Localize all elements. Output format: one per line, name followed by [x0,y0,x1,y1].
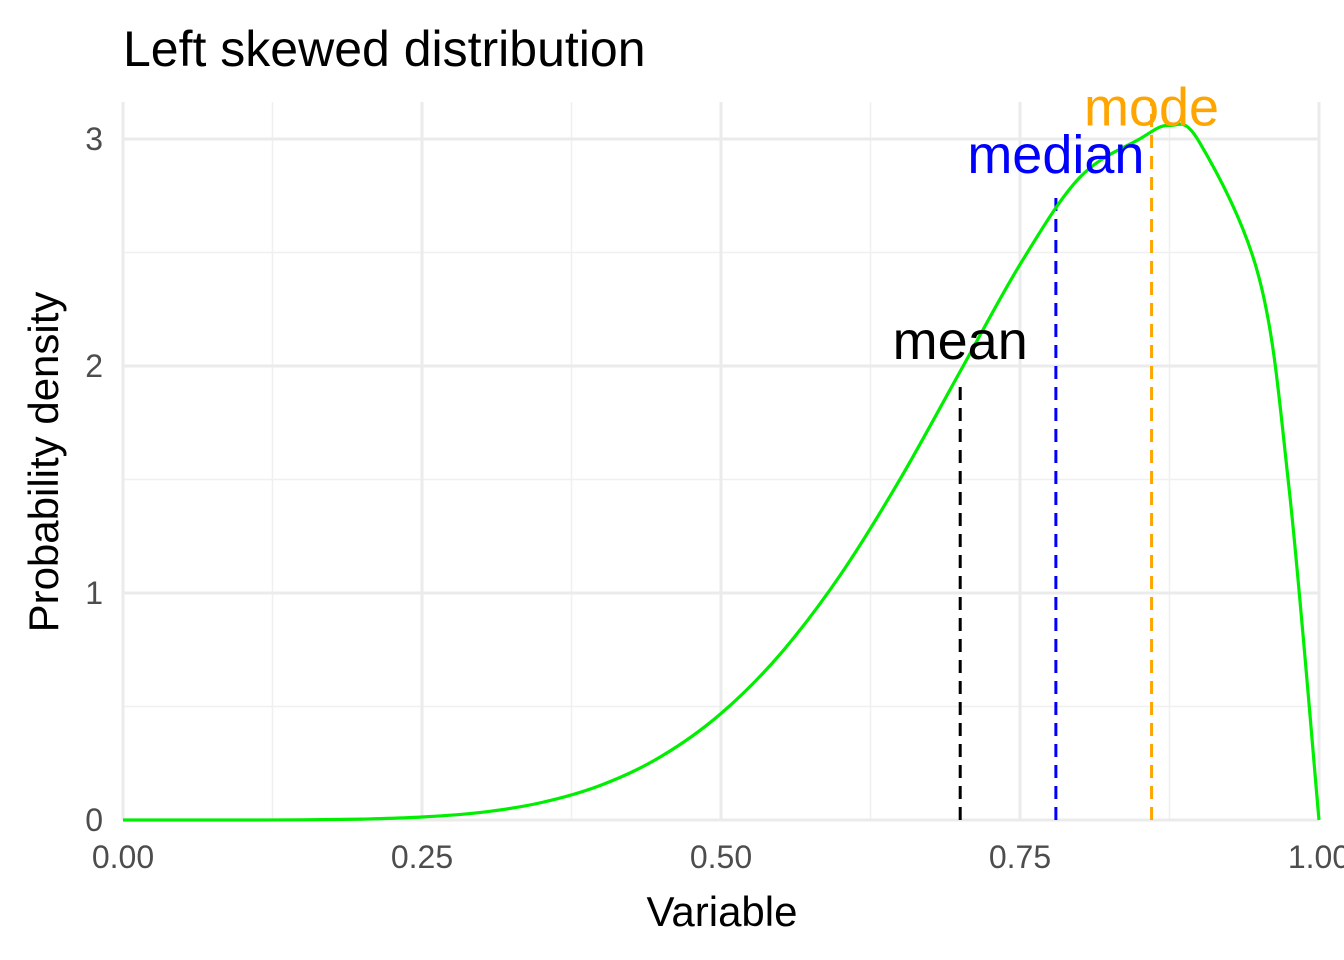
x-tick-label: 1.00 [1288,839,1344,875]
y-tick-label: 3 [85,121,103,157]
x-tick-label: 0.50 [690,839,752,875]
density-curve [123,122,1321,822]
mode-label: mode [1084,77,1219,137]
median-label: median [967,125,1144,185]
x-tick-label: 0.00 [92,839,154,875]
reference-lines [958,102,1154,820]
y-tick-label: 0 [85,802,103,838]
x-axis-title: Variable [647,888,798,935]
y-tick-label: 2 [85,348,103,384]
x-tick-label: 0.75 [989,839,1051,875]
x-tick-label: 0.25 [391,839,453,875]
x-axis-ticks: 0.00 0.25 0.50 0.75 1.00 [92,839,1344,875]
chart-title: Left skewed distribution [123,21,646,77]
y-axis-title: Probability density [20,292,67,633]
y-axis-ticks: 0 1 2 3 [85,121,103,838]
y-tick-label: 1 [85,575,103,611]
mean-label: mean [893,311,1028,371]
major-grid [121,102,1321,822]
